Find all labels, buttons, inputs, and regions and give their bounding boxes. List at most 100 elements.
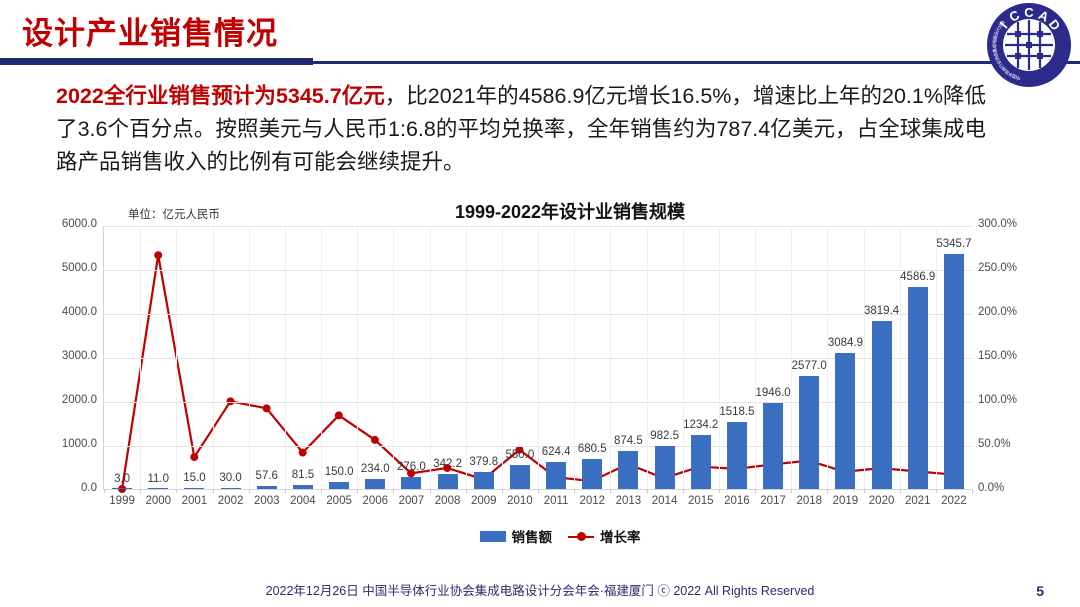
x-axis-tickmark <box>755 489 756 493</box>
svg-text:计: 计 <box>994 26 1002 34</box>
y-axis-tick-left: 4000.0 <box>61 306 97 318</box>
svg-text:成: 成 <box>991 43 998 48</box>
chart-vgridline <box>212 226 214 489</box>
slide-header: 设计产业销售情况 <box>0 0 1080 72</box>
x-axis-tickmark <box>321 489 322 493</box>
legend-item-growth[interactable]: 增长率 <box>568 526 641 546</box>
svg-text:集: 集 <box>991 47 999 53</box>
chart-legend: 销售额 增长率 <box>60 526 1060 546</box>
chart-vgridline <box>899 226 901 489</box>
chart-vgridline <box>357 226 359 489</box>
chart-vgridline <box>755 226 756 489</box>
chart-bar-label: 982.5 <box>650 429 679 442</box>
x-axis-tickmark <box>538 489 539 493</box>
body-paragraph: 2022全行业销售预计为5345.7亿元，比2021年的4586.9亿元增长16… <box>56 80 986 179</box>
chart-bar-label: 3.0 <box>114 472 131 485</box>
chart-bar[interactable] <box>871 320 892 489</box>
chart-bar[interactable] <box>654 445 675 489</box>
x-axis-tick: 2004 <box>290 495 316 507</box>
legend-item-sales[interactable]: 销售额 <box>479 526 553 546</box>
chart-bar[interactable] <box>690 434 711 489</box>
chart-bar-label: 342.2 <box>433 457 462 470</box>
x-axis-tick: 2011 <box>543 495 569 507</box>
chart-vgridline <box>393 226 395 489</box>
legend-label-growth: 增长率 <box>600 530 641 545</box>
svg-text:电: 电 <box>991 39 998 45</box>
title-rule-thick <box>0 58 313 65</box>
chart-vgridline <box>248 226 250 489</box>
growth-rate-point[interactable] <box>334 411 343 420</box>
chart-bar[interactable] <box>943 253 964 489</box>
chart-bar[interactable] <box>365 478 386 489</box>
chart-bar[interactable] <box>835 353 856 489</box>
chart-vgridline <box>574 226 576 489</box>
chart-bar[interactable] <box>401 476 422 489</box>
chart-bar-label: 81.5 <box>291 469 315 482</box>
chart-bar[interactable] <box>184 488 205 489</box>
growth-rate-point[interactable] <box>154 251 163 260</box>
chart-bar[interactable] <box>799 375 820 489</box>
chart-bar[interactable] <box>582 459 603 489</box>
chart-bar[interactable] <box>726 422 747 489</box>
chart-bar[interactable] <box>292 485 313 489</box>
chart-bar[interactable] <box>112 488 133 489</box>
chart-bar-label: 150.0 <box>324 466 354 479</box>
x-axis-tickmark <box>827 489 829 493</box>
chart-bar[interactable] <box>546 461 567 489</box>
chart-bar[interactable] <box>256 486 277 489</box>
chart-bar-label: 15.0 <box>183 472 206 485</box>
chart-vgridline <box>465 226 467 489</box>
chart-vgridline <box>791 226 793 489</box>
growth-rate-point[interactable] <box>190 453 199 462</box>
chart-bar[interactable] <box>473 472 494 489</box>
chart-bar-label: 3084.9 <box>827 337 863 350</box>
chart-bar-label: 30.0 <box>219 471 242 484</box>
chart-vgridline <box>321 226 322 489</box>
x-axis-tickmark <box>248 489 250 493</box>
x-axis-tickmark <box>140 489 142 493</box>
x-axis-tick: 2009 <box>470 495 497 507</box>
x-axis-tickmark <box>393 489 395 493</box>
chart-bar[interactable] <box>509 464 530 489</box>
x-axis-tick: 2003 <box>253 495 280 507</box>
chart-bar[interactable] <box>220 487 241 489</box>
legend-label-sales: 销售额 <box>511 530 553 545</box>
chart-bar-label: 680.5 <box>577 443 607 456</box>
chart-gridline <box>104 226 971 227</box>
body-highlight: 2022全行业销售预计为5345.7亿元 <box>56 84 385 108</box>
x-axis-tick: 2014 <box>651 495 678 507</box>
svg-text:设: 设 <box>992 30 1000 37</box>
x-axis-tickmark <box>610 489 612 493</box>
x-axis-tick: 2001 <box>181 495 208 507</box>
chart-bar-label: 379.8 <box>469 456 499 469</box>
x-axis-tick: 2006 <box>362 495 389 507</box>
x-axis-tick: 2018 <box>796 495 823 507</box>
x-axis-tick: 1999 <box>109 495 135 507</box>
x-axis-tickmark <box>501 489 503 493</box>
chart-bar[interactable] <box>763 403 784 489</box>
y-axis-tick-right: 300.0% <box>978 218 1018 230</box>
growth-rate-point[interactable] <box>370 435 379 444</box>
chart-bar[interactable] <box>329 482 350 489</box>
x-axis-tick: 2019 <box>832 495 859 507</box>
chart-bar[interactable] <box>907 287 928 489</box>
chart-bar-label: 874.5 <box>614 434 643 447</box>
growth-rate-point[interactable] <box>262 404 271 413</box>
svg-text:半: 半 <box>1007 70 1015 79</box>
svg-text:业: 业 <box>995 58 1004 66</box>
y-axis-tick-right: 0.0% <box>978 482 1005 494</box>
x-axis-tickmark <box>682 489 684 493</box>
growth-rate-point[interactable] <box>298 448 307 457</box>
y-axis-tick-left: 0.0 <box>81 482 97 494</box>
chart-vgridline <box>501 226 503 489</box>
y-axis-tick-left: 1000.0 <box>61 438 97 450</box>
chart-bar[interactable] <box>437 473 458 489</box>
x-axis-tick: 2017 <box>760 495 786 507</box>
footer-text: 2022年12月26日 中国半导体行业协会集成电路设计分会年会·福建厦门 ⓒ 2… <box>265 584 815 598</box>
y-axis-tick-left: 3000.0 <box>61 350 97 362</box>
chart-bar[interactable] <box>618 450 639 489</box>
chart-bar[interactable] <box>148 488 169 489</box>
x-axis-tick: 2015 <box>687 495 714 507</box>
svg-text:行: 行 <box>997 62 1006 70</box>
